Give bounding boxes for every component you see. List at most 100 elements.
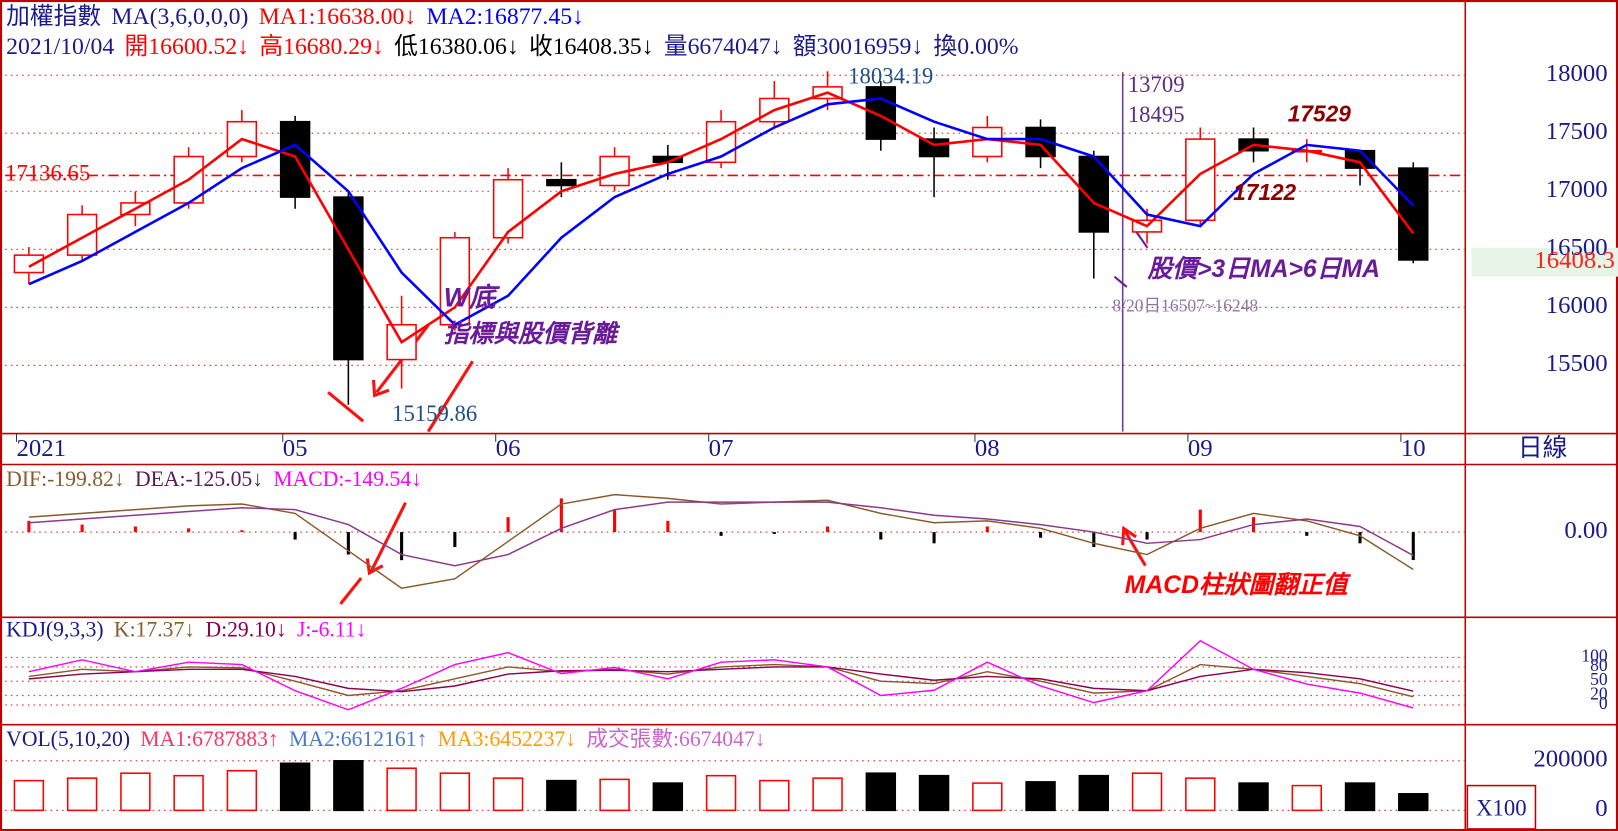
volume-bar	[1238, 782, 1269, 812]
legend-item: D:29.10↓	[205, 618, 286, 642]
arrow	[426, 360, 474, 433]
price-tag	[1471, 247, 1618, 277]
y-tick-label: 16500	[1546, 234, 1608, 261]
indicator-line	[28, 97, 1415, 327]
indicator-line	[28, 666, 1414, 693]
legend-item: KDJ(9,3,3)	[6, 618, 103, 642]
legend-item: MACD:-149.54↓	[273, 467, 422, 491]
candle-body	[972, 126, 1003, 158]
legend-item: MA2:16877.45↓	[426, 4, 583, 30]
volume-bar	[705, 774, 737, 812]
x-tick-label: 06	[496, 435, 521, 462]
arrows	[327, 324, 1147, 605]
legend-item: 2021/10/04	[6, 34, 114, 60]
x-tick-label: 08	[975, 435, 1000, 462]
legend-item: 成交張數:6674047↓	[586, 727, 765, 751]
candle-body	[1398, 167, 1429, 261]
x-tick-label: 09	[1188, 435, 1213, 462]
arrow	[1113, 275, 1128, 288]
candle-body	[13, 254, 45, 274]
legend-item: VOL(5,10,20)	[6, 727, 130, 751]
volume-bar	[1078, 774, 1110, 812]
volume-bar	[226, 769, 258, 812]
annotation: 指標與股價背離	[444, 320, 622, 348]
legend-item: 開16600.52↓	[125, 34, 250, 60]
y-tick-label: 18000	[1546, 60, 1608, 87]
volume-bar	[386, 767, 417, 812]
volume-bar	[492, 777, 524, 812]
annotation: 13709	[1128, 72, 1185, 97]
candle-body	[66, 213, 98, 256]
legend-item: MA2:6612161↑	[289, 727, 427, 751]
y-tick-label: 15500	[1546, 350, 1608, 377]
y-tick-label: 80	[1590, 655, 1608, 675]
annotation: 8/20日16507~16248	[1112, 296, 1258, 316]
indicator-line	[28, 493, 1414, 589]
legend-item: 額30016959↓	[793, 33, 923, 60]
candle-body	[546, 178, 577, 187]
arrow-head	[365, 558, 384, 576]
y-tick-label: 20	[1590, 684, 1608, 704]
volume-bar	[759, 779, 790, 812]
y-tick-label: 100	[1581, 645, 1608, 665]
volume-bar	[865, 772, 897, 812]
y-tick-label: 50	[1590, 669, 1608, 689]
legend-item: MA3:6452237↓	[438, 727, 576, 751]
last-price-label: 16408.3	[1534, 247, 1614, 274]
candle-body	[492, 178, 524, 239]
annotation: 17122	[1233, 179, 1296, 205]
arrow	[327, 391, 365, 423]
y-tick-label: 0	[1599, 693, 1608, 713]
indicator-line	[28, 501, 1414, 567]
arrow	[370, 502, 407, 572]
candle-body	[918, 138, 950, 158]
indicator-line	[28, 639, 1414, 711]
legend-item: MA1:16638.00↓	[259, 4, 416, 30]
x-tick-label: 2021	[17, 435, 67, 462]
period-label: 日線	[1518, 434, 1568, 462]
legend-item: 高16680.29↓	[259, 33, 384, 60]
y-tick-label: 17500	[1546, 118, 1608, 145]
volume-bar	[652, 782, 684, 812]
legend-item: J:-6.11↓	[297, 618, 367, 642]
volume-bar	[812, 777, 843, 812]
volume-bar	[1398, 793, 1429, 812]
volume-bar	[1185, 777, 1216, 812]
volume-bar	[599, 778, 630, 812]
volume-bar	[439, 772, 471, 812]
legend-item: 加權指數	[6, 3, 101, 30]
x-tick-label: 07	[709, 435, 734, 462]
volume-bar	[66, 777, 98, 812]
legend-item: DIF:-199.82↓	[6, 467, 124, 491]
y-tick-label: 0	[1595, 795, 1607, 822]
candle-body	[865, 86, 897, 140]
legend-item: K:17.37↓	[114, 618, 195, 642]
unit-label: X100	[1476, 796, 1526, 821]
volume-bar	[173, 774, 204, 812]
arrow	[339, 577, 363, 605]
legend-item: MA(3,6,0,0,0)	[111, 4, 248, 30]
y-tick-label: 17000	[1546, 176, 1608, 203]
annotation: 17529	[1288, 101, 1351, 127]
y-tick-label: 0.00	[1564, 517, 1607, 544]
volume-bar	[546, 779, 577, 812]
legend-item: 收16408.35↓	[529, 33, 654, 60]
legend-item: 換0.00%	[934, 33, 1019, 60]
volume-bar	[120, 772, 151, 812]
candle-body	[333, 196, 364, 361]
annotation: 15159.86	[392, 401, 477, 426]
arrow-head	[1121, 525, 1137, 546]
volume-bar	[918, 774, 950, 812]
volume-bar	[1025, 781, 1056, 812]
volume-bar	[333, 760, 364, 812]
x-tick-label: 05	[283, 435, 308, 462]
volume-bar	[279, 762, 311, 812]
volume-bar	[972, 782, 1003, 812]
annotation-arrows	[1113, 226, 1149, 288]
volume-bar	[1344, 782, 1376, 812]
arrow	[1123, 529, 1147, 567]
legend-item: DEA:-125.05↓	[135, 467, 263, 491]
reference-label: 17136.65	[5, 161, 90, 186]
